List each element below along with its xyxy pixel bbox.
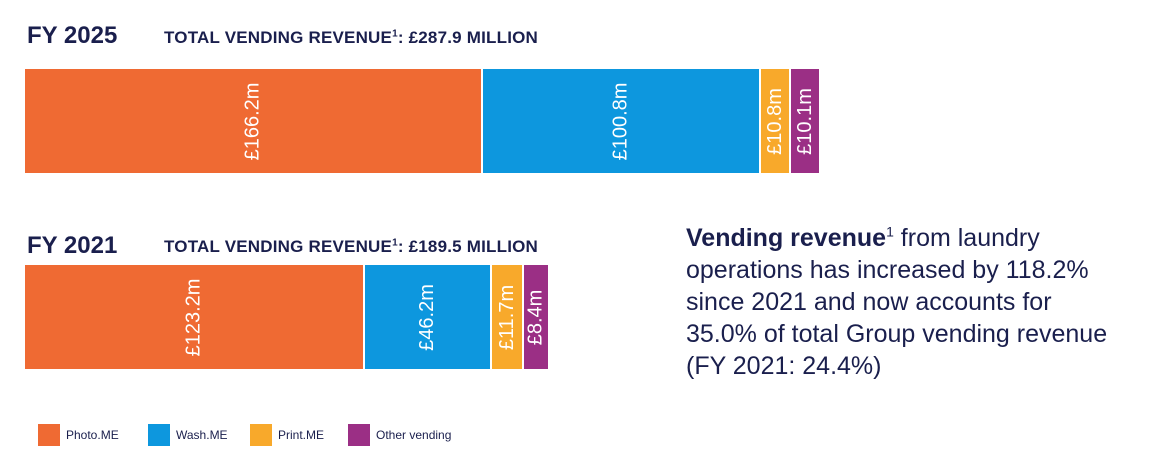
fy2021-total-value: : £189.5 MILLION (397, 237, 539, 256)
bar-segment-print: £10.8m (761, 69, 792, 173)
fy2025-total-label: TOTAL VENDING REVENUE1: £287.9 MILLION (164, 28, 538, 48)
fy2025-total-footnote: 1 (392, 28, 398, 40)
legend-item-print: Print.ME (250, 424, 348, 446)
fy2021-total-footnote: 1 (392, 237, 398, 249)
fy2025-total-text: TOTAL VENDING REVENUE (164, 28, 393, 47)
narrative-bold: Vending revenue (686, 224, 887, 252)
chart-legend: Photo.ME Wash.ME Print.ME Other vending (38, 424, 468, 446)
fy2021-total-label: TOTAL VENDING REVENUE1: £189.5 MILLION (164, 237, 538, 257)
fy2025-stacked-bar: £166.2m £100.8m £10.8m £10.1m (25, 69, 819, 173)
bar-segment-other: £8.4m (524, 265, 548, 369)
fy2025-title: FY 2025 (27, 22, 118, 49)
legend-swatch-photo (38, 424, 60, 446)
legend-swatch-print (250, 424, 272, 446)
bar-value-label: £10.1m (793, 87, 816, 155)
bar-value-label: £8.4m (524, 289, 547, 345)
legend-item-other: Other vending (348, 424, 468, 446)
narrative-rest: from laundry operations has increased by… (686, 224, 1108, 380)
bar-value-label: £166.2m (241, 82, 264, 160)
bar-segment-photo: £166.2m (25, 69, 484, 173)
bar-segment-print: £11.7m (492, 265, 525, 369)
legend-label-wash: Wash.ME (176, 428, 228, 442)
bar-value-label: £100.8m (609, 82, 632, 160)
bar-value-label: £123.2m (182, 278, 205, 356)
bar-value-label: £11.7m (495, 284, 518, 350)
fy2021-total-text: TOTAL VENDING REVENUE (164, 237, 393, 256)
bar-segment-photo: £123.2m (25, 265, 365, 369)
fy2021-stacked-bar: £123.2m £46.2m £11.7m £8.4m (25, 265, 548, 369)
bar-segment-wash: £46.2m (364, 265, 493, 369)
narrative-text: Vending revenue1 from laundry operations… (686, 222, 1126, 382)
legend-label-print: Print.ME (278, 428, 325, 442)
legend-label-other: Other vending (376, 428, 452, 442)
legend-swatch-wash (148, 424, 170, 446)
legend-item-photo: Photo.ME (38, 424, 148, 446)
fy2025-total-value: : £287.9 MILLION (397, 28, 539, 47)
bar-segment-other: £10.1m (791, 69, 819, 173)
legend-label-photo: Photo.ME (66, 428, 119, 442)
legend-swatch-other (348, 424, 370, 446)
narrative-footnote: 1 (886, 223, 894, 240)
legend-item-wash: Wash.ME (148, 424, 250, 446)
bar-value-label: £10.8m (763, 87, 786, 155)
bar-value-label: £46.2m (415, 283, 438, 351)
bar-segment-wash: £100.8m (483, 69, 762, 173)
fy2021-title: FY 2021 (27, 232, 118, 259)
